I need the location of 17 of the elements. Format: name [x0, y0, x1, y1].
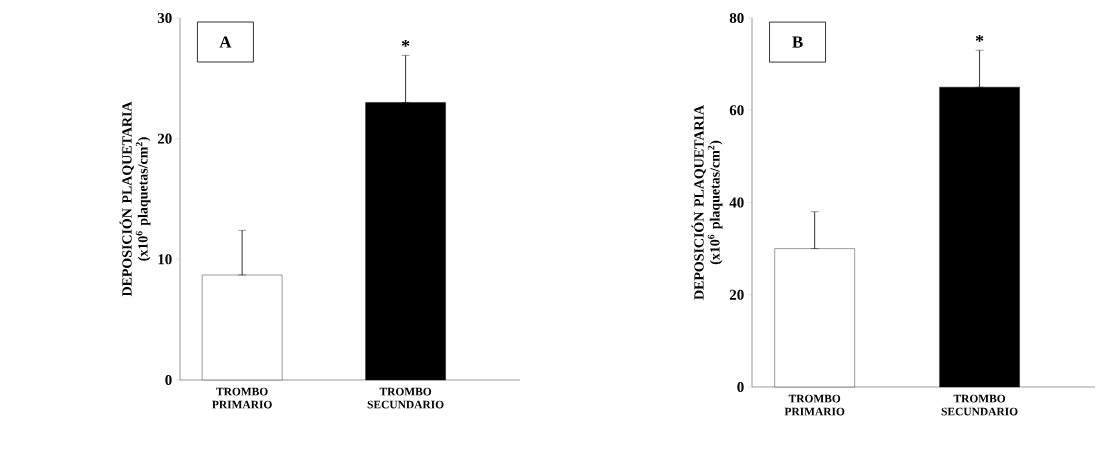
y-tick-label: 0 [737, 381, 744, 393]
annotation: * [401, 40, 410, 47]
y-tick-label: 80 [729, 12, 744, 24]
y-tick-label: 20 [729, 289, 744, 300]
y-tick-label: 40 [729, 197, 744, 208]
text: A [219, 36, 232, 48]
x-tick-label: TROMBO SECUNDARIO [941, 394, 1018, 416]
x-tick-label: TROMBO SECUNDARIO [367, 387, 444, 409]
y-tick-label: 20 [157, 133, 172, 144]
x-tick-label: TROMBO PRIMARIO [784, 394, 845, 416]
x-tick-label: TROMBO PRIMARIO [212, 387, 272, 409]
text: B [792, 36, 803, 48]
y-tick-label: 30 [157, 12, 172, 24]
y-tick-label: 60 [729, 105, 744, 116]
y-tick-label: 10 [158, 254, 172, 265]
y-tick-label: 0 [165, 374, 172, 386]
annotation: * [975, 34, 984, 42]
